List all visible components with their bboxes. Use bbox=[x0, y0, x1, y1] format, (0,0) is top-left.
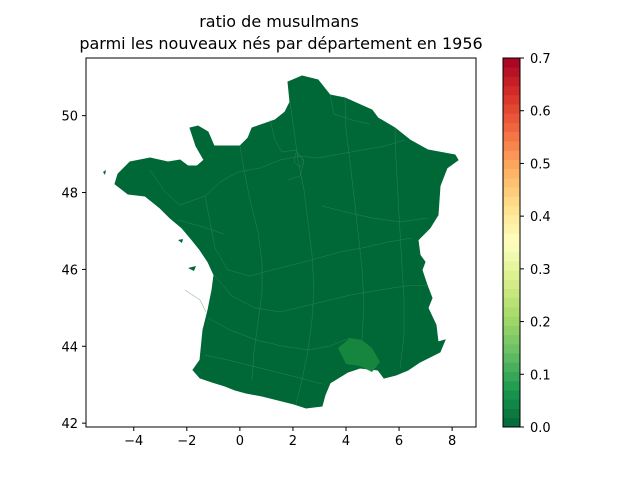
colorbar-band bbox=[503, 343, 520, 354]
island bbox=[103, 170, 106, 175]
x-tick-label: −4 bbox=[124, 434, 143, 449]
colorbar-band bbox=[503, 205, 520, 216]
department-border bbox=[207, 317, 351, 351]
colorbar-band bbox=[503, 187, 520, 197]
colorbar-band bbox=[503, 316, 520, 326]
department-border bbox=[329, 94, 371, 125]
colorbar-band bbox=[503, 113, 520, 123]
colorbar-band bbox=[503, 353, 520, 363]
x-tick-label: 8 bbox=[448, 434, 456, 449]
colorbar-band bbox=[503, 168, 520, 179]
colorbar-tick-label: 0.1 bbox=[530, 368, 551, 383]
colorbar-tick-label: 0.6 bbox=[530, 105, 551, 120]
colorbar-ticks: 0.0 0.1 0.2 0.3 0.4 0.5 0.6 0.7 bbox=[520, 52, 551, 436]
colorbar-band bbox=[503, 85, 520, 96]
colorbar-band bbox=[503, 122, 520, 133]
colorbar-band bbox=[503, 233, 520, 243]
x-tick-label: 2 bbox=[289, 434, 297, 449]
colorbar-band bbox=[503, 224, 520, 234]
colorbar-band bbox=[503, 399, 520, 409]
department-border bbox=[321, 205, 429, 223]
chart-title-line2: parmi les nouveaux nés par département e… bbox=[79, 34, 482, 53]
y-tick-label: 42 bbox=[61, 417, 78, 432]
colorbar-tick-label: 0.0 bbox=[530, 421, 551, 436]
department-border bbox=[184, 289, 207, 313]
colorbar-band bbox=[503, 196, 520, 206]
x-tick-label: −2 bbox=[177, 434, 196, 449]
department-border bbox=[289, 101, 315, 405]
department-border bbox=[204, 195, 413, 277]
department-border bbox=[269, 119, 305, 181]
france-department-map bbox=[103, 75, 459, 409]
colorbar-band bbox=[503, 94, 520, 105]
colorbar-band bbox=[503, 76, 520, 87]
island bbox=[188, 266, 196, 271]
colorbar-band bbox=[503, 417, 520, 428]
colorbar-band bbox=[503, 325, 520, 336]
colorbar-frame bbox=[502, 57, 521, 428]
colorbar-band bbox=[503, 307, 520, 317]
colorbar-band bbox=[503, 297, 520, 308]
france-mainland bbox=[114, 75, 459, 409]
colorbar-band bbox=[503, 371, 520, 382]
colorbar-band bbox=[503, 408, 520, 419]
y-tick-label: 44 bbox=[61, 340, 78, 355]
department-border bbox=[149, 139, 406, 206]
x-tick-label: 6 bbox=[395, 434, 403, 449]
colorbar-band bbox=[503, 150, 520, 160]
colorbar-band bbox=[503, 214, 520, 225]
colorbar-band bbox=[503, 334, 520, 345]
department-border bbox=[177, 219, 225, 235]
department-border bbox=[239, 145, 263, 381]
colorbar-band bbox=[503, 260, 520, 271]
x-tick-label: 0 bbox=[236, 434, 244, 449]
colorbar-tick-label: 0.2 bbox=[530, 316, 551, 331]
x-axis-ticks: −4 −2 0 2 4 6 8 bbox=[124, 427, 456, 449]
colorbar-band bbox=[503, 390, 520, 400]
colorbar-band bbox=[503, 159, 520, 170]
colorbar-band bbox=[503, 288, 520, 299]
chart-title-line1: ratio de musulmans bbox=[199, 12, 359, 31]
colorbar-tick-label: 0.5 bbox=[530, 157, 551, 172]
department-border bbox=[293, 152, 305, 168]
y-tick-label: 48 bbox=[61, 187, 78, 202]
colorbar-band bbox=[503, 177, 520, 188]
colorbar-band bbox=[503, 58, 520, 68]
colorbar-gradient bbox=[503, 58, 520, 428]
colorbar-band bbox=[503, 67, 520, 77]
colorbar-band bbox=[503, 242, 520, 253]
colorbar-band bbox=[503, 141, 520, 151]
colorbar-band bbox=[503, 362, 520, 373]
colorbar: 0.0 0.1 0.2 0.3 0.4 0.5 0.6 0.7 bbox=[502, 52, 551, 436]
colorbar-tick-label: 0.3 bbox=[530, 263, 551, 278]
y-axis-ticks: 42 44 46 48 50 bbox=[61, 110, 86, 432]
colorbar-band bbox=[503, 131, 520, 142]
department-border bbox=[204, 354, 323, 385]
colorbar-tick-label: 0.7 bbox=[530, 52, 551, 67]
y-tick-label: 46 bbox=[61, 263, 78, 278]
colorbar-band bbox=[503, 104, 520, 114]
colorbar-tick-label: 0.4 bbox=[530, 210, 551, 225]
department-border bbox=[344, 97, 365, 341]
department-border bbox=[394, 127, 405, 369]
colorbar-band bbox=[503, 251, 520, 262]
department-border bbox=[213, 274, 429, 313]
colorbar-band bbox=[503, 270, 520, 280]
department-highlight bbox=[338, 338, 380, 372]
colorbar-band bbox=[503, 380, 520, 391]
island bbox=[178, 239, 183, 243]
colorbar-band bbox=[503, 279, 520, 290]
x-tick-label: 4 bbox=[342, 434, 350, 449]
y-tick-label: 50 bbox=[61, 110, 78, 125]
